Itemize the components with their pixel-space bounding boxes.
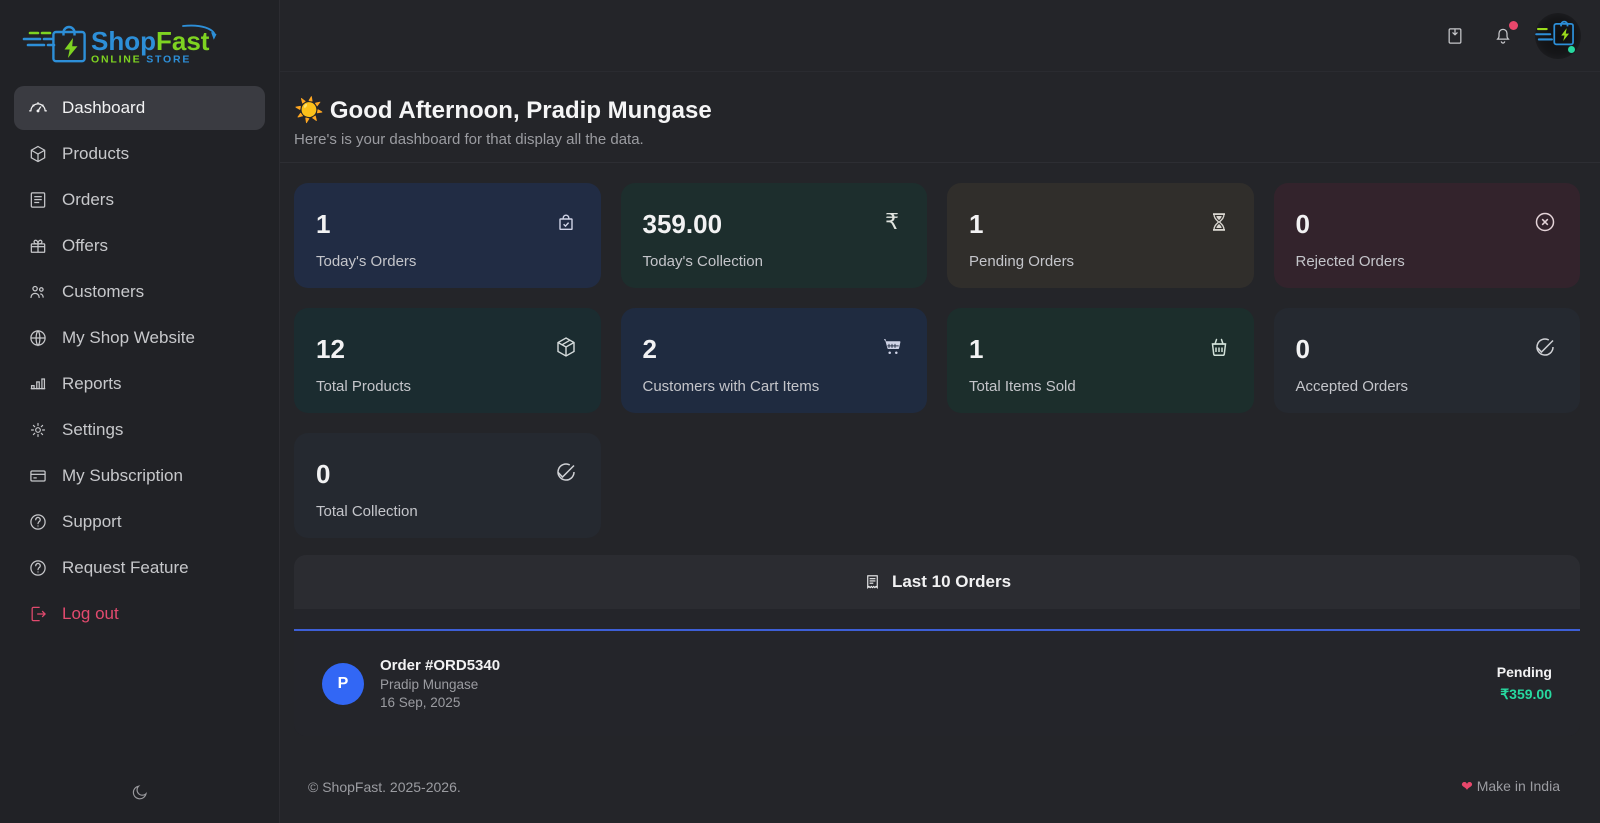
svg-text:ShopFast: ShopFast bbox=[91, 26, 210, 56]
svg-text:ONLINE STORE: ONLINE STORE bbox=[91, 54, 191, 66]
